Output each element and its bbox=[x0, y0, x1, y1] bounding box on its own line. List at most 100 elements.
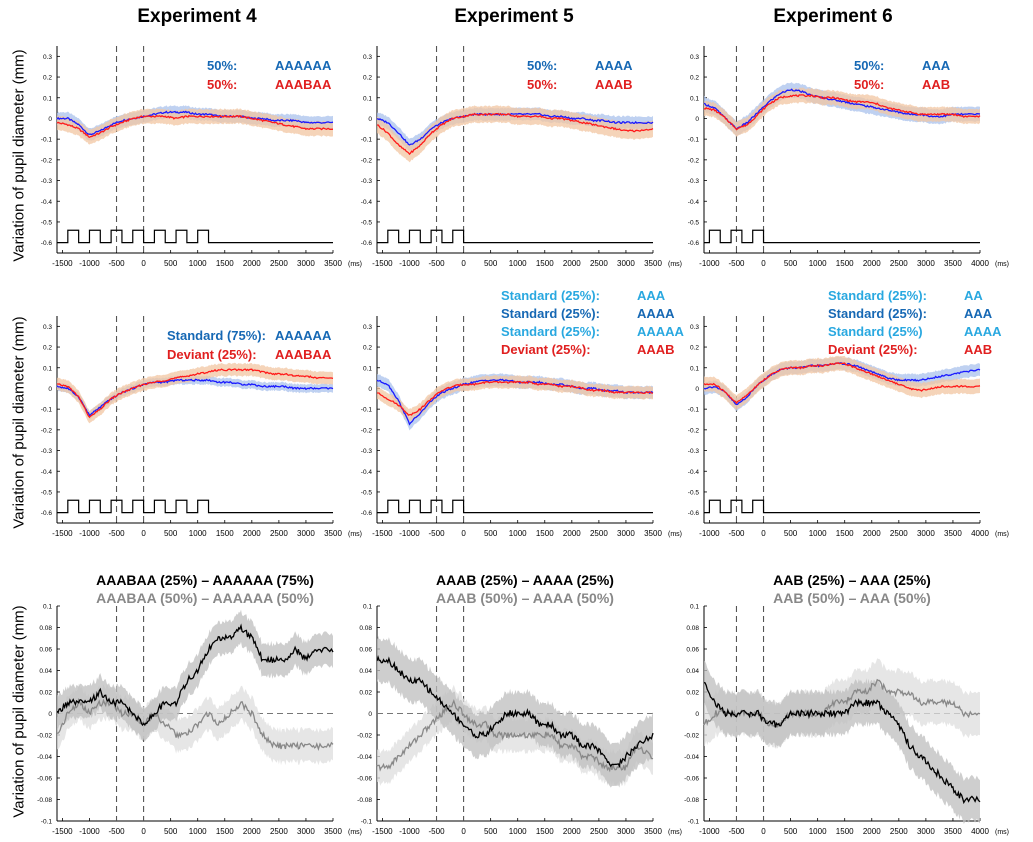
title-experiment-4: Experiment 4 bbox=[137, 6, 257, 27]
y-tick-label: -0.2 bbox=[41, 427, 53, 434]
y-tick-label: -0.06 bbox=[684, 776, 699, 783]
y-tick-label: -0.08 bbox=[684, 797, 699, 804]
y-tick-label: 0.04 bbox=[39, 668, 52, 675]
x-unit-label: (ms) bbox=[995, 531, 1009, 538]
x-tick-label: -500 bbox=[429, 529, 446, 538]
y-tick-label: -0.04 bbox=[684, 754, 699, 761]
y-tick-label: -0.4 bbox=[361, 199, 373, 206]
x-unit-label: (ms) bbox=[668, 829, 682, 836]
y-tick-label: -0.2 bbox=[361, 157, 373, 164]
confidence-band bbox=[377, 105, 653, 163]
confidence-band bbox=[57, 609, 333, 742]
series-line-red bbox=[703, 362, 981, 405]
x-tick-label: 4000 bbox=[971, 529, 989, 538]
x-unit-label: (ms) bbox=[348, 261, 362, 268]
y-tick-label: -0.2 bbox=[41, 157, 53, 164]
x-tick-label: 2500 bbox=[590, 827, 608, 836]
y-tick-label: -0.3 bbox=[688, 178, 700, 185]
x-unit-label: (ms) bbox=[348, 531, 362, 538]
x-tick-label: 2000 bbox=[563, 529, 581, 538]
y-tick-label: -0.4 bbox=[41, 199, 53, 206]
x-tick-label: -1500 bbox=[372, 259, 393, 268]
stimulus-trace bbox=[57, 499, 333, 514]
legend-label: 50%: bbox=[854, 77, 884, 92]
series-line-black bbox=[376, 655, 654, 769]
x-tick-label: 1500 bbox=[836, 259, 854, 268]
y-tick-label: -0.1 bbox=[688, 819, 700, 826]
stimulus-trace bbox=[57, 229, 333, 244]
y-tick-label: -0.1 bbox=[688, 407, 700, 414]
x-unit-label: (ms) bbox=[995, 261, 1009, 268]
stimulus-trace bbox=[704, 229, 980, 244]
x-tick-label: -1500 bbox=[52, 827, 73, 836]
y-tick-label: -0.5 bbox=[361, 219, 373, 226]
difference-title: AAAB (50%) – AAAA (50%) bbox=[436, 590, 614, 606]
legend-label: Deviant (25%): bbox=[501, 342, 591, 357]
x-tick-label: 2000 bbox=[243, 259, 261, 268]
y-tick-label: 0.3 bbox=[690, 54, 699, 61]
y-tick-label: 0.08 bbox=[359, 625, 372, 632]
y-tick-label: 0.1 bbox=[363, 604, 372, 611]
x-tick-label: 3000 bbox=[917, 529, 935, 538]
y-tick-label: -0.06 bbox=[357, 776, 372, 783]
x-tick-label: -1000 bbox=[79, 259, 100, 268]
confidence-band bbox=[704, 87, 980, 137]
y-tick-label: 0.3 bbox=[690, 324, 699, 331]
legend-label: Standard (25%): bbox=[828, 306, 927, 321]
y-tick-label: 0 bbox=[695, 711, 699, 718]
confidence-band bbox=[704, 661, 980, 824]
y-tick-label: -0.04 bbox=[357, 754, 372, 761]
x-tick-label: 2000 bbox=[863, 529, 881, 538]
series-line-red bbox=[56, 368, 334, 419]
y-tick-label: 0.3 bbox=[363, 54, 372, 61]
legend-label: Deviant (25%): bbox=[828, 342, 918, 357]
y-tick-label: -0.5 bbox=[41, 219, 53, 226]
x-tick-label: 0 bbox=[141, 529, 146, 538]
y-tick-label: -0.6 bbox=[361, 240, 373, 247]
y-tick-label: 0.06 bbox=[686, 647, 699, 654]
series-line-red bbox=[703, 94, 981, 131]
x-tick-label: 1500 bbox=[536, 529, 554, 538]
x-tick-label: -1500 bbox=[372, 827, 393, 836]
x-tick-label: 4000 bbox=[971, 259, 989, 268]
y-tick-label: -0.02 bbox=[684, 733, 699, 740]
x-tick-label: 3500 bbox=[944, 259, 962, 268]
legend-label: Standard (25%): bbox=[501, 288, 600, 303]
y-tick-label: 0.1 bbox=[363, 95, 372, 102]
legend-sequence: AAA bbox=[637, 288, 666, 303]
series-line-gray bbox=[376, 699, 654, 773]
y-tick-label: -0.3 bbox=[41, 448, 53, 455]
panel-exp6-row3: 0.1 0.08 0.06 0.04 0.02 0 -0.02 -0.04 -0.06 -0.08… bbox=[684, 572, 1009, 836]
legend-sequence: AAAAAA bbox=[275, 328, 332, 343]
y-tick-label: 0.3 bbox=[43, 54, 52, 61]
y-tick-label: 0.2 bbox=[363, 345, 372, 352]
x-tick-label: 3000 bbox=[297, 259, 315, 268]
difference-title: AAABAA (25%) – AAAAAA (75%) bbox=[96, 572, 314, 588]
x-tick-label: 500 bbox=[784, 529, 798, 538]
x-tick-label: 0 bbox=[461, 529, 466, 538]
x-tick-label: 1000 bbox=[509, 529, 527, 538]
y-tick-label: -0.4 bbox=[688, 199, 700, 206]
y-tick-label: -0.6 bbox=[41, 240, 53, 247]
y-tick-label: -0.1 bbox=[688, 137, 700, 144]
y-tick-label: 0.06 bbox=[39, 647, 52, 654]
x-tick-label: 3000 bbox=[617, 259, 635, 268]
difference-title: AAAB (25%) – AAAA (25%) bbox=[436, 572, 614, 588]
title-experiment-5: Experiment 5 bbox=[454, 6, 574, 27]
y-tick-label: 0.02 bbox=[686, 690, 699, 697]
y-tick-label: -0.08 bbox=[37, 797, 52, 804]
y-tick-label: -0.1 bbox=[361, 407, 373, 414]
y-tick-label: -0.08 bbox=[357, 797, 372, 804]
y-tick-label: -0.6 bbox=[41, 510, 53, 517]
x-tick-label: 500 bbox=[164, 827, 178, 836]
y-tick-label: 0 bbox=[48, 711, 52, 718]
x-tick-label: 0 bbox=[141, 827, 146, 836]
y-tick-label: 0.06 bbox=[359, 647, 372, 654]
x-tick-label: 2500 bbox=[590, 259, 608, 268]
y-tick-label: -0.5 bbox=[688, 219, 700, 226]
legend-label: 50%: bbox=[527, 58, 557, 73]
y-tick-label: -0.5 bbox=[688, 489, 700, 496]
y-tick-label: -0.6 bbox=[688, 510, 700, 517]
y-tick-label: 0 bbox=[368, 386, 372, 393]
